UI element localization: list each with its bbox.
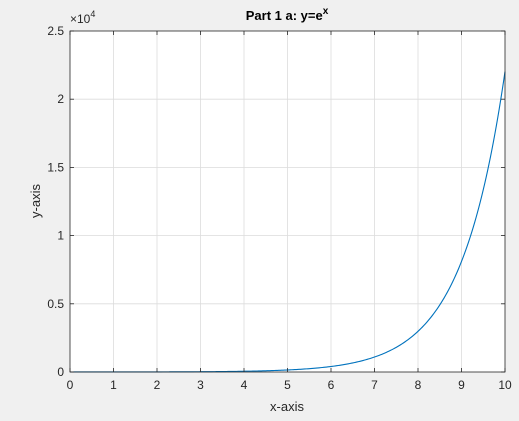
x-tick-label: 10 xyxy=(498,378,512,392)
y-tick-label: 0.5 xyxy=(47,297,64,311)
y-exponent-label: ×104 xyxy=(70,9,95,26)
x-axis-label: x-axis xyxy=(270,399,304,414)
x-tick-label: 4 xyxy=(241,378,248,392)
y-tick-label: 2 xyxy=(57,92,64,106)
y-tick-labels: 0 0.5 1 1.5 2 2.5 xyxy=(47,24,64,379)
y-tick-label: 1.5 xyxy=(47,160,64,174)
x-tick-label: 6 xyxy=(328,378,335,392)
y-tick-label: 2.5 xyxy=(47,24,64,38)
x-tick-label: 1 xyxy=(110,378,117,392)
x-tick-labels: 0 1 2 3 4 5 6 7 8 9 10 xyxy=(67,378,512,392)
x-tick-label: 7 xyxy=(371,378,378,392)
tick-marks xyxy=(69,30,506,373)
x-tick-label: 0 xyxy=(67,378,74,392)
x-tick-label: 5 xyxy=(284,378,291,392)
y-tick-label: 0 xyxy=(57,365,64,379)
y-tick-label: 1 xyxy=(57,229,64,243)
x-tick-label: 3 xyxy=(197,378,204,392)
x-tick-label: 2 xyxy=(154,378,161,392)
chart-title: Part 1 a: y=ex xyxy=(246,6,329,23)
chart-title-superscript: x xyxy=(323,6,329,17)
x-tick-label: 9 xyxy=(458,378,465,392)
chart-title-base: Part 1 a: y=e xyxy=(246,8,323,23)
y-exponent-power: 4 xyxy=(90,9,95,19)
grid-lines xyxy=(70,31,505,372)
y-exponent-prefix: ×10 xyxy=(70,12,91,26)
y-axis-label: y-axis xyxy=(28,184,43,218)
x-tick-label: 8 xyxy=(415,378,422,392)
